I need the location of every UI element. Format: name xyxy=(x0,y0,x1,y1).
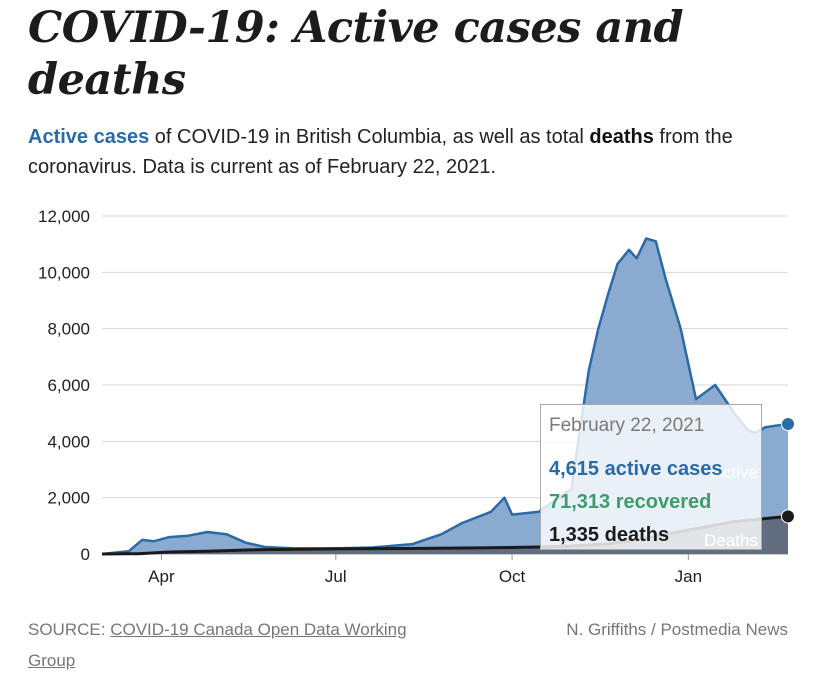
x-tick-label: Apr xyxy=(148,567,175,586)
y-tick-label: 12,000 xyxy=(38,207,90,226)
hover-tooltip: February 22, 2021 4,615 active cases 71,… xyxy=(540,404,762,550)
x-tick-label: Oct xyxy=(499,567,526,586)
y-axis: 0 2,000 4,000 6,000 8,000 10,000 12,000 xyxy=(38,207,90,564)
y-tick-label: 10,000 xyxy=(38,263,90,282)
x-axis: Apr Jul Oct Jan xyxy=(148,554,702,586)
byline: N. Griffiths / Postmedia News xyxy=(566,620,788,639)
source-prefix: SOURCE: xyxy=(28,620,111,639)
tooltip-deaths: 1,335 deaths xyxy=(549,524,670,546)
x-tick-label: Jan xyxy=(675,567,702,586)
active-end-point xyxy=(781,417,795,432)
x-tick-label: Jul xyxy=(325,567,347,586)
subtitle-active-highlight: Active cases xyxy=(28,126,150,148)
y-tick-label: 4,000 xyxy=(47,432,90,451)
source-link[interactable]: COVID-19 Canada Open Data Working Group xyxy=(28,620,407,670)
subtitle-deaths-highlight: deaths xyxy=(589,126,654,148)
tooltip-recovered: 71,313 recovered xyxy=(549,491,712,513)
y-tick-label: 8,000 xyxy=(47,320,90,339)
y-tick-label: 2,000 xyxy=(47,489,90,508)
end-markers xyxy=(781,417,795,524)
y-tick-label: 0 xyxy=(81,545,90,564)
chart-subtitle: Active cases of COVID-19 in British Colu… xyxy=(28,122,798,182)
source-credit: SOURCE: COVID-19 Canada Open Data Workin… xyxy=(28,614,418,676)
subtitle-text-end: from the coronavirus. Data is current as… xyxy=(28,126,733,178)
y-tick-label: 6,000 xyxy=(47,376,90,395)
tooltip-date: February 22, 2021 xyxy=(549,415,705,436)
tooltip-active-cases: 4,615 active cases xyxy=(549,458,723,480)
deaths-end-point xyxy=(781,509,795,524)
chart-title: COVID-19: Active cases and deaths xyxy=(28,3,684,105)
subtitle-text-mid: of COVID-19 in British Columbia, as well… xyxy=(149,126,590,148)
